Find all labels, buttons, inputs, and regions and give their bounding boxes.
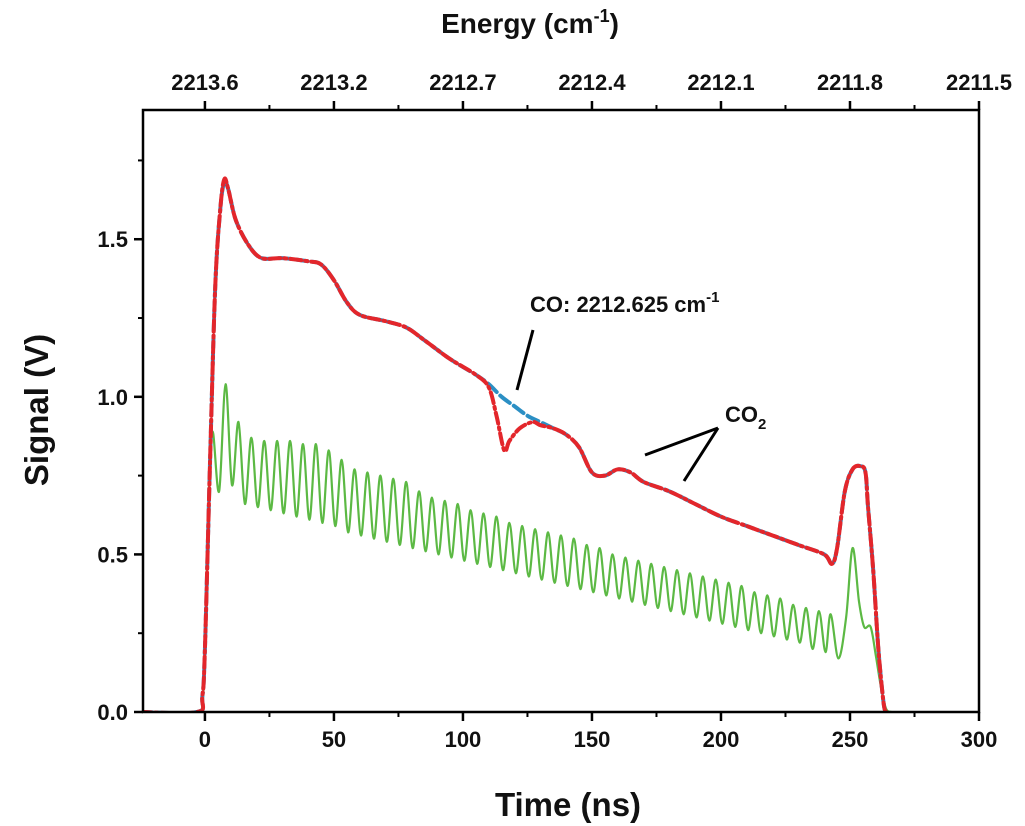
plot-area — [143, 176, 892, 712]
axes: 0 2213.6 50 2213.2 100 2212.7 150 2212.4 200 2212… — [97, 70, 1012, 752]
top-tick-label: 2211.5 — [946, 70, 1012, 95]
top-tick-label: 2213.6 — [171, 70, 238, 95]
series-red-dashdot-line — [143, 176, 889, 712]
y-axis-title: Signal (V) — [18, 334, 55, 486]
x-tick-label: 300 — [961, 727, 998, 752]
top-tick-label: 2212.1 — [687, 70, 754, 95]
x-tick-label: 200 — [703, 727, 740, 752]
annotation-co2-label: CO2 — [725, 402, 766, 433]
y-tick-label: 0.0 — [97, 700, 128, 725]
top-axis-title: Energy (cm-1) — [441, 6, 619, 39]
x-tick-label: 0 — [199, 727, 211, 752]
y-tick-label: 1.5 — [97, 227, 128, 252]
annotation-co-pointer — [515, 329, 535, 391]
x-tick-label: 100 — [445, 727, 482, 752]
series-green-line — [143, 383, 892, 712]
plot-frame — [141, 108, 981, 714]
x-tick-label: 250 — [832, 727, 869, 752]
y-tick-label: 1.0 — [97, 385, 128, 410]
annotation-co-label: CO: 2212.625 cm-1 — [530, 289, 719, 317]
top-tick-label: 2212.4 — [558, 70, 626, 95]
top-tick-label: 2212.7 — [429, 70, 496, 95]
y-tick-label: 0.5 — [97, 542, 128, 567]
annotation-co2-pointer-1 — [644, 426, 719, 457]
top-tick-label: 2211.8 — [817, 70, 883, 95]
x-tick-label: 50 — [322, 727, 346, 752]
annotation-co2: CO2 — [644, 402, 766, 482]
x-axis-title: Time (ns) — [495, 786, 641, 823]
annotation-co2-pointer-2 — [682, 427, 720, 482]
x-tick-label: 150 — [574, 727, 611, 752]
annotation-co: CO: 2212.625 cm-1 — [515, 289, 719, 391]
top-tick-label: 2213.2 — [300, 70, 367, 95]
